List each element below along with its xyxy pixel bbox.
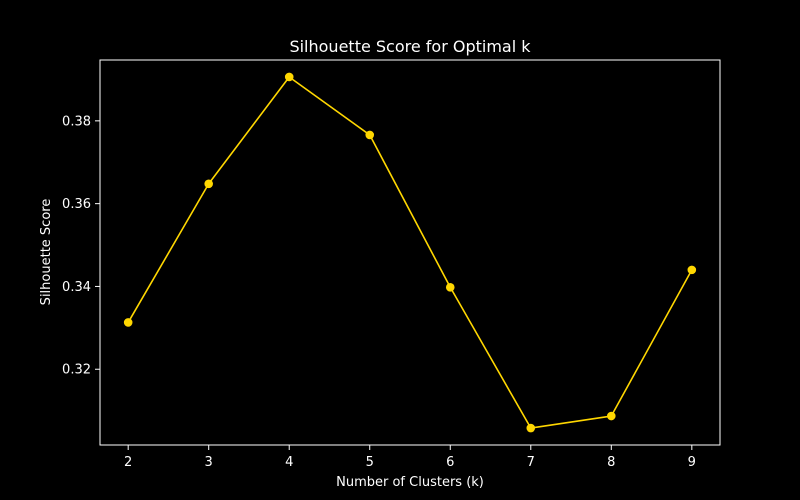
data-point <box>284 72 294 82</box>
data-point <box>526 423 536 433</box>
data-point <box>445 282 455 292</box>
x-tick-label: 2 <box>124 455 132 470</box>
series-line <box>127 76 693 429</box>
y-tick-label: 0.32 <box>62 363 91 378</box>
data-point <box>204 179 214 189</box>
y-tick-label: 0.36 <box>62 197 91 212</box>
y-axis: 0.32 0.34 0.36 0.38 <box>62 114 100 378</box>
data-point <box>365 130 375 140</box>
y-tick-label: 0.38 <box>62 114 91 129</box>
x-axis-label: Number of Clusters (k) <box>336 475 484 490</box>
y-axis-label: Silhouette Score <box>39 199 54 306</box>
x-tick-label: 3 <box>205 455 213 470</box>
series-layer <box>123 72 697 433</box>
x-tick-label: 4 <box>285 455 293 470</box>
y-tick-label: 0.34 <box>62 280 91 295</box>
x-tick-label: 7 <box>527 455 535 470</box>
x-axis: 2 3 4 5 6 7 8 9 <box>124 445 696 470</box>
x-tick-label: 6 <box>446 455 454 470</box>
plot-frame <box>99 59 721 446</box>
x-tick-label: 5 <box>366 455 374 470</box>
chart-title: Silhouette Score for Optimal k <box>289 37 531 56</box>
data-point <box>606 411 616 421</box>
data-point <box>123 318 133 327</box>
data-point <box>687 265 697 275</box>
x-tick-label: 8 <box>607 455 615 470</box>
x-tick-label: 9 <box>688 455 696 470</box>
